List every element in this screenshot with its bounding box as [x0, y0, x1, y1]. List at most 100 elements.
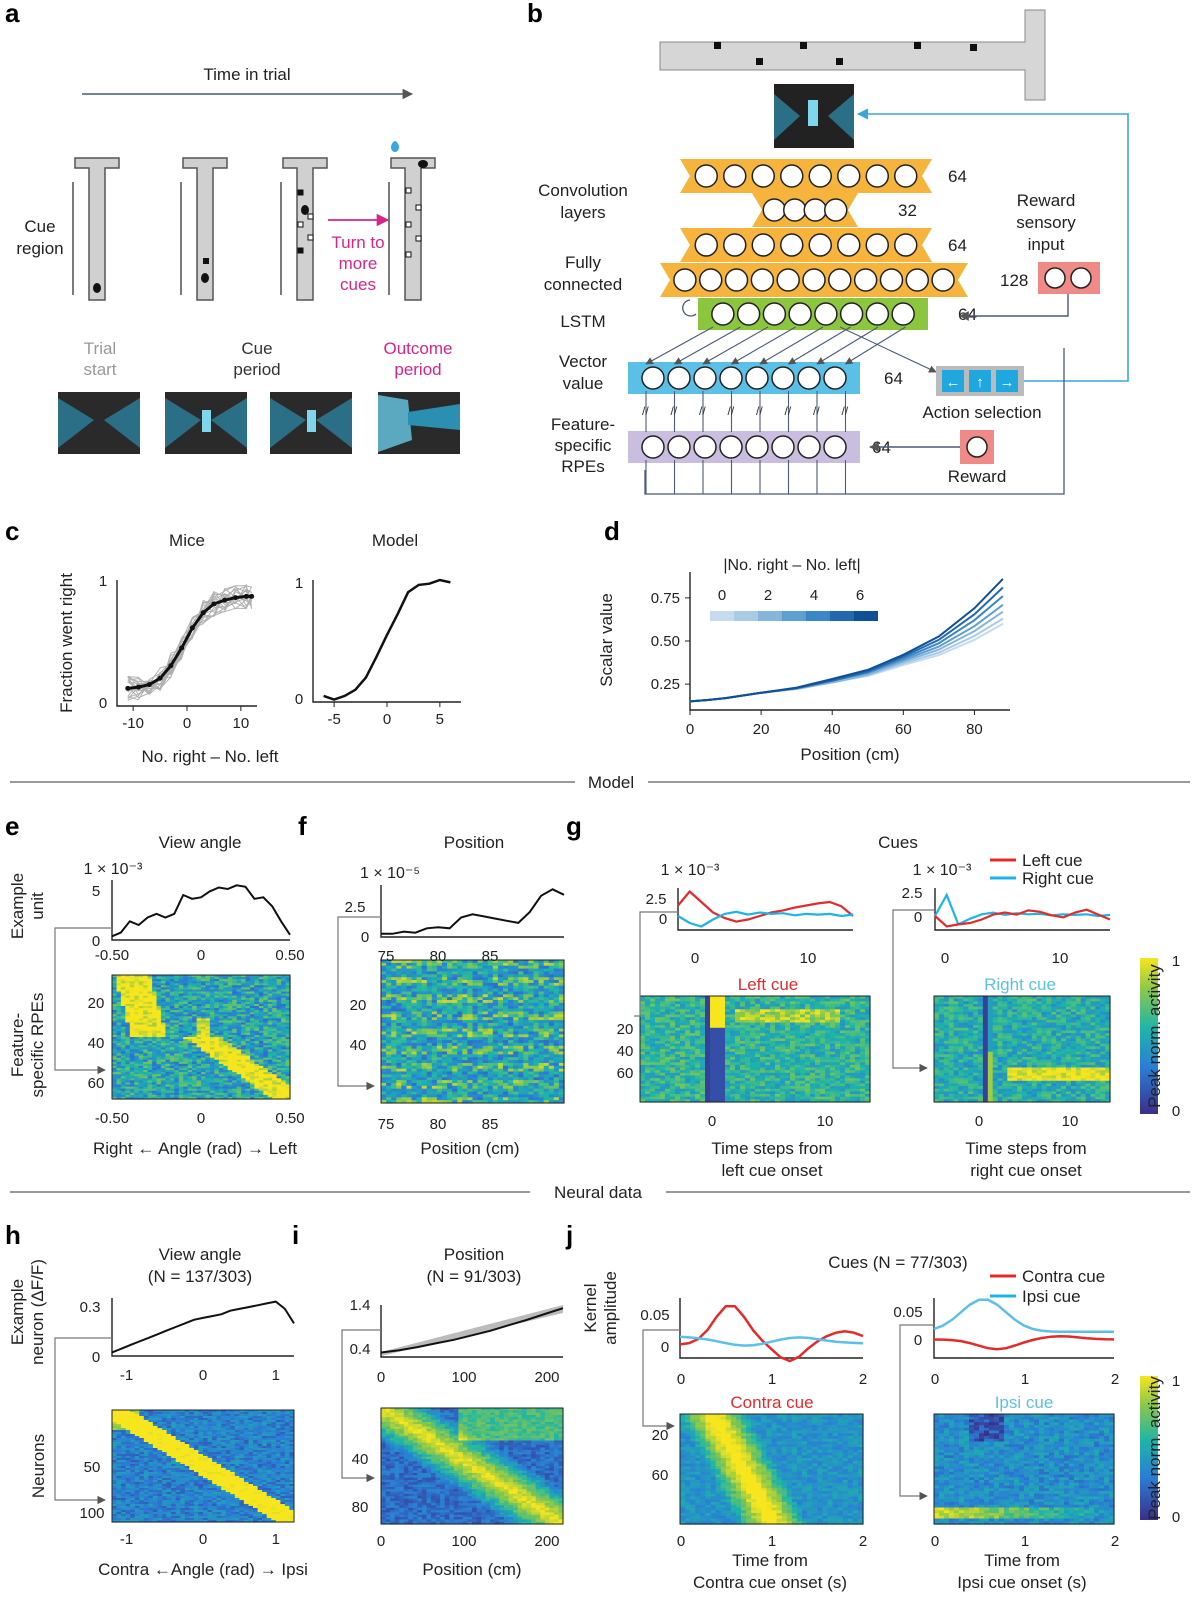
e-ylabel-top-line: unit — [28, 892, 47, 920]
e-top-xtick: 0 — [197, 947, 205, 964]
node — [824, 436, 846, 458]
d-legend-swatch — [830, 611, 854, 621]
f-ytick-line: 0 — [361, 929, 369, 946]
node — [895, 234, 917, 256]
node — [815, 303, 837, 325]
f-ytick-bottom-line: 40 — [350, 1037, 367, 1054]
f-top-xtick-line: 75 — [378, 948, 395, 965]
node — [763, 303, 785, 325]
node — [738, 303, 760, 325]
model-title: Model — [372, 531, 418, 550]
d-series-line — [690, 612, 1003, 702]
vector-value-label: Vector value — [559, 352, 608, 393]
mice-ylabel-line: Fraction went right — [57, 573, 76, 713]
node — [642, 436, 664, 458]
node — [752, 165, 774, 187]
mice-point — [136, 685, 141, 690]
model-ytick: 1 — [295, 575, 303, 592]
model-xtick: -5 — [327, 711, 340, 728]
node — [829, 269, 851, 291]
e-top-xtick-line: 0 — [197, 947, 205, 964]
f-xtick-line: 75 — [378, 1116, 395, 1133]
model-xtick: 0 — [383, 711, 391, 728]
e-xtick-line: -0.50 — [95, 1110, 129, 1127]
g-legend-left-line: Left cue — [1022, 851, 1083, 870]
e-xtick: -0.50 — [95, 1110, 129, 1127]
d-legend-swatch — [734, 611, 758, 621]
node — [720, 367, 742, 389]
lstm-label: LSTM — [560, 312, 605, 331]
node — [798, 367, 820, 389]
model-ytick: 0 — [295, 691, 303, 708]
g-top-xtick: 10 — [800, 950, 817, 967]
break-mark: // — [699, 404, 706, 418]
node — [892, 303, 914, 325]
break-mark: // — [728, 404, 735, 418]
cue-marker — [298, 222, 303, 227]
lstm-connection — [760, 327, 823, 364]
node — [932, 269, 954, 291]
size: 64 — [948, 236, 967, 255]
d-legend-tick-line: 2 — [764, 587, 772, 604]
action-arrow-icon: → — [1000, 374, 1015, 391]
d-ytick-line: 0.50 — [651, 633, 680, 650]
e-top-xtick: -0.50 — [95, 947, 129, 964]
break-mark: // — [671, 404, 678, 418]
neural-section-label: Neural data — [554, 1183, 642, 1202]
size: 64 — [958, 305, 977, 324]
g-top-xtick-line: 0 — [691, 950, 699, 967]
layer-size-fc: 128 — [1000, 271, 1028, 290]
d-xtick-line: 60 — [895, 721, 912, 738]
e-scale: 1 × 10⁻³ — [84, 861, 143, 878]
node — [720, 436, 742, 458]
d-legend-tick-line: 6 — [856, 587, 864, 604]
panel-letter-a: a — [5, 0, 20, 28]
node — [724, 165, 746, 187]
mice-xtick: 0 — [183, 715, 191, 732]
first-person-views — [58, 392, 460, 454]
g-top-xtick: 0 — [941, 950, 949, 967]
node — [700, 269, 722, 291]
water-drop-icon — [391, 141, 399, 152]
mice-point — [211, 601, 216, 606]
f-xtick-line: 80 — [430, 1116, 447, 1133]
fc-label: Fully connected — [544, 253, 622, 294]
f-ytick-bottom: 20 — [350, 997, 367, 1014]
node — [781, 234, 803, 256]
e-ytick-bottom: 40 — [88, 1035, 105, 1052]
d-xtick-line: 0 — [686, 721, 694, 738]
e-axes — [112, 880, 290, 940]
rpe-label: Feature-specific RPEs — [551, 415, 615, 476]
model-xtick-line: -5 — [327, 711, 340, 728]
f-xlabel-line: Position (cm) — [420, 1139, 519, 1158]
cue-marker — [416, 236, 421, 241]
mice-point — [201, 610, 206, 615]
g1-right-cue-line — [678, 912, 853, 927]
f-xtick: 80 — [430, 1116, 447, 1133]
f-trace — [381, 889, 564, 934]
mice-ytick-line: 1 — [99, 573, 107, 590]
e-ylabel-bottom-line: Feature- — [8, 1013, 27, 1077]
panel-letter-b: b — [527, 0, 543, 28]
action-buttons: ← ↑ → — [942, 370, 1018, 392]
node — [866, 303, 888, 325]
mice-title-line: Mice — [169, 531, 205, 550]
g-legend-left: Left cue — [1022, 851, 1083, 870]
model-xtick-line: 5 — [436, 711, 444, 728]
node — [841, 303, 863, 325]
cue-marker — [416, 205, 421, 210]
cue-region-line2: region — [16, 239, 63, 258]
model-ytick-line: 0 — [295, 691, 303, 708]
d-xlabel: Position (cm) — [800, 745, 899, 764]
turn-label: Turn to more cues — [331, 233, 384, 294]
f-scale-line: 1 × 10⁻⁵ — [360, 865, 420, 882]
time-in-trial-label: Time in trial — [203, 65, 290, 84]
f-title: Position — [444, 833, 504, 852]
e-xlabel: Right ← Angle (rad) → Left — [93, 1139, 297, 1158]
d-xtick-line: 20 — [753, 721, 770, 738]
mice-point — [190, 625, 195, 630]
lstm-connection — [675, 327, 741, 364]
g2-left-cue-line — [935, 910, 1110, 927]
e-top-xtick-line: 0.50 — [275, 947, 304, 964]
